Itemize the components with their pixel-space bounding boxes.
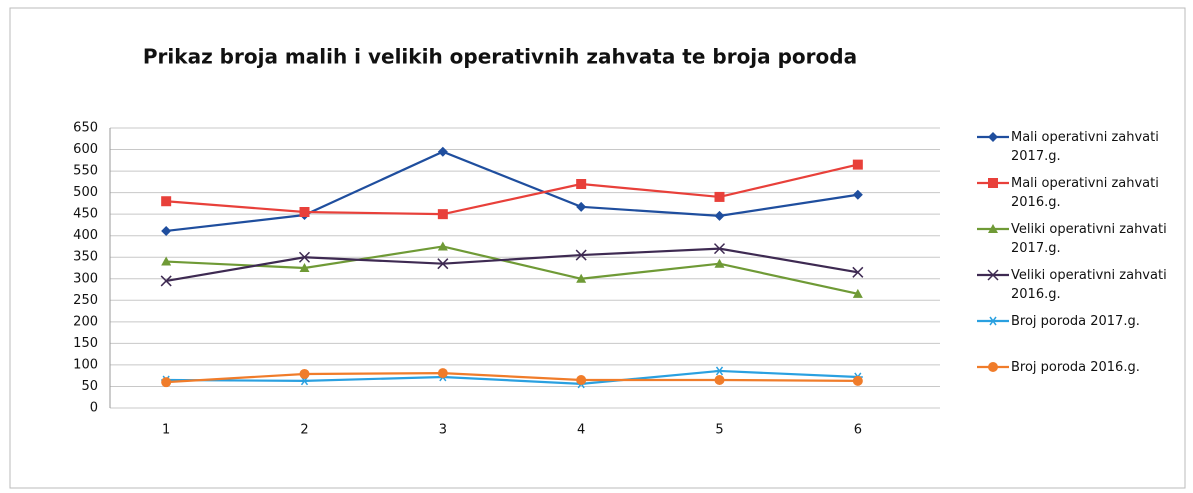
y-tick-label: 300 — [73, 271, 98, 286]
marker — [987, 269, 999, 281]
x-tick-label: 6 — [854, 423, 862, 438]
marker — [714, 375, 725, 385]
series-line — [166, 369, 858, 385]
marker — [714, 191, 725, 202]
legend: Mali operativni zahvati 2017.g. Mali oper… — [975, 128, 1185, 404]
y-tick-label: 450 — [73, 207, 98, 222]
marker — [988, 224, 998, 233]
legend-entry: Broj poroda 2017.g. — [975, 312, 1185, 358]
y-tick-label: 50 — [81, 379, 98, 394]
legend-entry: Broj poroda 2016.g. — [975, 358, 1185, 404]
legend-entry: Mali operativni zahvati 2017.g. — [975, 128, 1185, 174]
x-tick-label: 2 — [300, 423, 308, 438]
marker — [298, 251, 311, 263]
marker — [299, 368, 310, 379]
y-tick-label: 250 — [73, 293, 98, 308]
y-tick-label: 550 — [73, 164, 98, 179]
x-tick-label: 3 — [439, 423, 447, 438]
series-line — [166, 245, 859, 295]
legend-swatch — [977, 362, 1009, 372]
marker — [852, 266, 864, 278]
legend-entry: Veliki operativni zahvati 2016.g. — [975, 266, 1185, 312]
y-tick-label: 400 — [73, 228, 98, 243]
x-tick-label: 1 — [162, 423, 170, 438]
y-tick-label: 500 — [73, 185, 98, 200]
y-tick-label: 150 — [73, 336, 98, 351]
marker — [299, 207, 310, 217]
legend-entry: Veliki operativni zahvati 2017.g. — [975, 220, 1185, 266]
marker — [714, 258, 725, 268]
legend-swatch — [977, 269, 1009, 281]
marker — [437, 241, 448, 251]
y-tick-label: 100 — [73, 357, 98, 372]
marker — [161, 377, 172, 388]
marker — [988, 316, 998, 326]
legend-label: Broj poroda 2016.g. — [1011, 360, 1140, 375]
marker — [437, 258, 449, 270]
x-tick-label: 5 — [715, 423, 723, 438]
marker — [988, 178, 998, 188]
legend-swatch — [977, 132, 1009, 142]
marker — [713, 243, 726, 255]
marker — [714, 366, 725, 376]
marker — [576, 273, 587, 283]
y-tick-label: 600 — [73, 142, 98, 157]
series-line — [166, 372, 858, 384]
marker — [576, 201, 587, 212]
marker — [852, 375, 863, 386]
marker — [437, 146, 448, 157]
legend-label: Mali operativni zahvati 2016.g. — [1011, 176, 1159, 210]
marker — [161, 196, 172, 207]
marker — [437, 209, 448, 220]
legend-swatch — [977, 224, 1009, 233]
y-tick-label: 200 — [73, 314, 98, 329]
legend-label: Broj poroda 2017.g. — [1011, 314, 1140, 329]
legend-label: Veliki operativni zahvati 2016.g. — [1011, 268, 1167, 302]
legend-entry: Mali operativni zahvati 2016.g. — [975, 174, 1185, 220]
marker — [852, 288, 863, 298]
y-tick-label: 350 — [73, 250, 98, 265]
marker — [161, 256, 172, 266]
legend-label: Mali operativni zahvati 2017.g. — [1011, 130, 1159, 164]
y-tick-label: 0 — [90, 401, 98, 416]
marker — [714, 210, 725, 221]
marker — [437, 368, 448, 379]
marker — [160, 275, 172, 287]
series-line — [165, 247, 859, 283]
marker — [575, 249, 587, 261]
marker — [852, 159, 863, 170]
series-line — [166, 163, 859, 216]
legend-swatch — [977, 178, 1009, 188]
marker — [576, 375, 587, 385]
legend-swatch — [977, 316, 1009, 326]
chart-title: Prikaz broja malih i velikih operativnih… — [143, 45, 857, 69]
marker — [988, 132, 998, 142]
marker — [161, 225, 172, 236]
marker — [852, 189, 863, 200]
marker — [299, 263, 310, 272]
series-line — [166, 150, 858, 233]
marker — [576, 179, 587, 189]
legend-label: Veliki operativni zahvati 2017.g. — [1011, 222, 1167, 256]
x-tick-label: 4 — [577, 423, 585, 438]
marker — [988, 362, 998, 372]
y-tick-label: 650 — [73, 121, 98, 136]
